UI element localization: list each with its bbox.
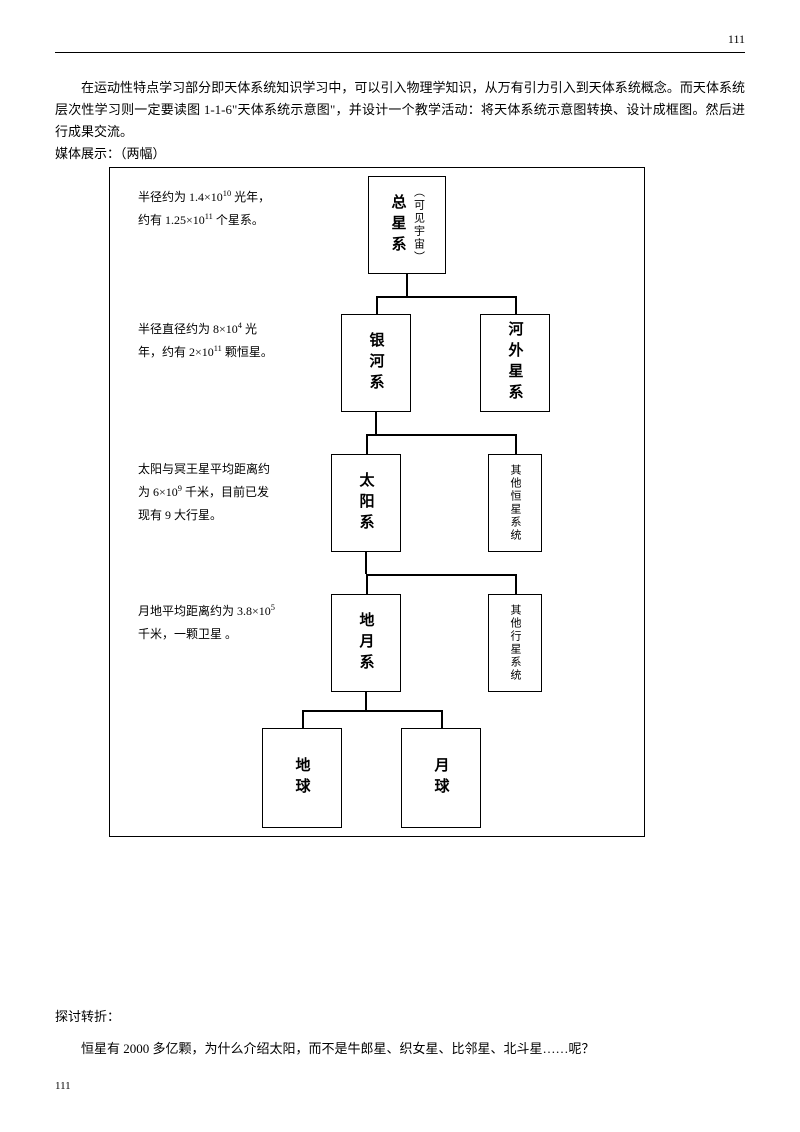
page-number-bottom: 111 [55,1080,71,1092]
conn [366,434,516,436]
node-diqiu: 地球 [262,728,342,828]
node-zongxingxi: 总星系 （可见宇宙） [368,176,446,274]
conn [366,574,516,576]
conn [515,434,517,454]
conn [302,710,442,712]
node-diyue: 地月系 [331,594,401,692]
hierarchy-diagram: 半径约为 1.4×1010 光年，约有 1.25×1011 个星系。 总星系 （… [109,167,645,837]
conn [515,296,517,314]
conn [441,710,443,728]
node-taiyang: 太阳系 [331,454,401,552]
header-rule [55,52,745,53]
node-qita-xx: 其他行星系统 [488,594,542,692]
media-label: 媒体展示：（两幅） [55,143,745,165]
node-hewai: 河外星系 [480,314,550,412]
conn [515,574,517,594]
intro-paragraph: 在运动性特点学习部分即天体系统知识学习中，可以引入物理学知识，从万有引力引入到天… [55,77,745,143]
desc-level3: 太阳与冥王星平均距离约为 6×109 千米，目前已发现有 9 大行星。 [138,458,278,526]
conn [365,552,367,574]
desc-level2: 半径直径约为 8×104 光年，约有 2×1011 颗恒星。 [138,318,278,364]
conn [365,692,367,710]
conn [302,710,304,728]
footer-text: 探讨转折： 恒星有 2000 多亿颗，为什么介绍太阳，而不是牛郎星、织女星、比邻… [55,997,745,1062]
conn [366,434,368,454]
conn [366,574,368,594]
node-yinhe: 银河系 [341,314,411,412]
page-number-top: 111 [728,32,745,47]
footer-body: 恒星有 2000 多亿颗，为什么介绍太阳，而不是牛郎星、织女星、比邻星、北斗星…… [55,1037,745,1062]
node-qita-hx: 其他恒星系统 [488,454,542,552]
desc-level1: 半径约为 1.4×1010 光年，约有 1.25×1011 个星系。 [138,186,278,232]
desc-level4: 月地平均距离约为 3.8×105 千米，一颗卫星 。 [138,600,278,646]
conn [376,296,516,298]
node-yueqiu: 月球 [401,728,481,828]
conn [376,296,378,314]
footer-title: 探讨转折： [55,1005,745,1030]
conn [375,412,377,434]
conn [406,274,408,296]
